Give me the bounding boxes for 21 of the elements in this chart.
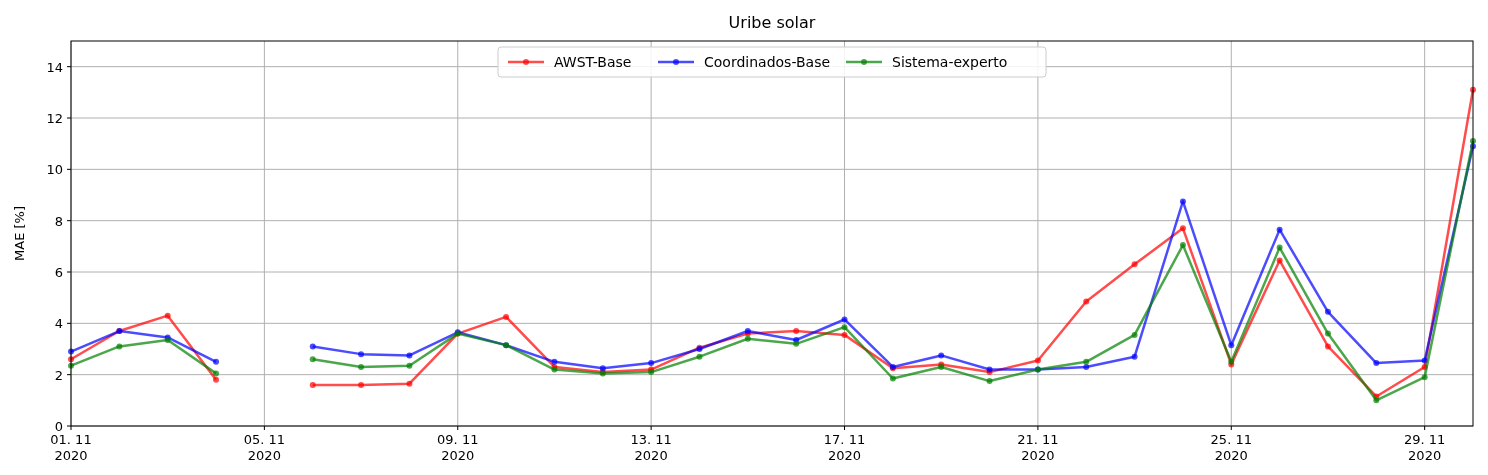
y-tick-label: 2	[54, 367, 63, 383]
y-axis-title: MAE [%]	[12, 206, 27, 261]
y-tick-label: 0	[54, 419, 63, 434]
legend-label: Sistema-experto	[892, 54, 1008, 70]
x-tick-label: 21. 11 2020	[1017, 432, 1059, 463]
x-tick-label: 13. 11 2020	[630, 432, 672, 463]
y-tick-label: 6	[54, 265, 63, 280]
y-tick-label: 8	[54, 213, 63, 229]
x-tick-label: 29. 11 2020	[1403, 432, 1446, 463]
x-tick-label: 05. 11 2020	[243, 432, 286, 463]
y-tick-label: 14	[46, 59, 63, 75]
x-tick-label: 09. 11 2020	[437, 432, 479, 463]
x-tick-label: 25. 11 2020	[1210, 432, 1252, 463]
legend-label: Coordinados-Base	[704, 54, 831, 70]
x-tick-label: 17. 11 2020	[823, 432, 866, 463]
legend-label: AWST-Base	[554, 54, 632, 70]
chart-title: Uribe solar	[728, 13, 816, 32]
y-tick-label: 10	[46, 162, 63, 178]
x-tick-label: 01. 11 2020	[50, 432, 92, 463]
y-tick-label: 4	[54, 316, 63, 332]
y-tick-label: 12	[46, 111, 63, 126]
